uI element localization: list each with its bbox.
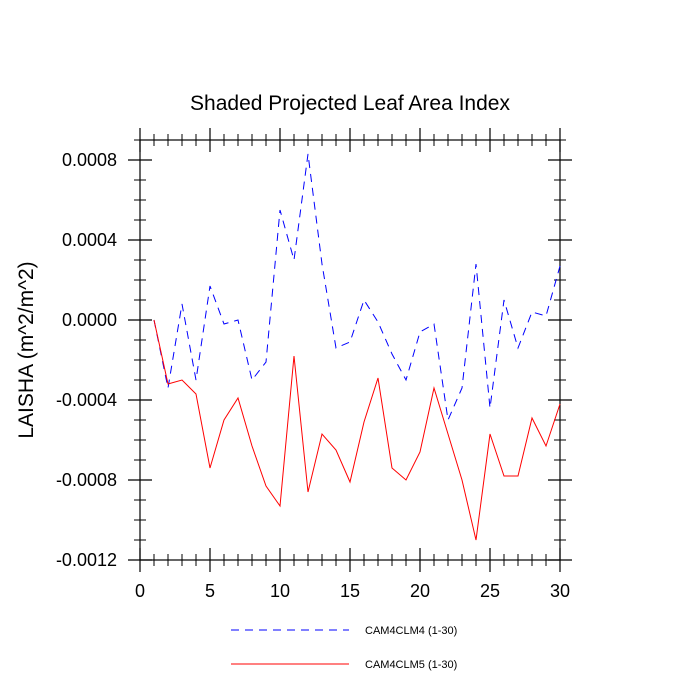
y-tick-label: -0.0008 <box>56 470 117 490</box>
y-axis-label: LAISHA (m^2/m^2) <box>15 261 38 438</box>
x-tick-label: 20 <box>410 581 430 601</box>
y-tick-label: -0.0004 <box>56 390 117 410</box>
legend: CAM4CLM4 (1-30) CAM4CLM5 (1-30) <box>231 625 457 671</box>
y-tick-label: -0.0012 <box>56 550 117 570</box>
x-tick-label: 0 <box>135 581 145 601</box>
x-tick-label: 15 <box>340 581 360 601</box>
series-lines <box>153 153 561 541</box>
series-line-2 <box>153 319 561 541</box>
x-tick-label: 30 <box>550 581 570 601</box>
legend-label-2: CAM4CLM5 (1-30) <box>365 659 457 671</box>
plot-frame <box>139 139 561 561</box>
x-tick-label: 25 <box>480 581 500 601</box>
tick-labels: 0 5 10 15 20 25 30 -0.0012 -0.0008 -0.0004 0.0000 0… <box>56 150 570 601</box>
x-tick-label: 10 <box>270 581 290 601</box>
legend-label-1: CAM4CLM4 (1-30) <box>365 625 457 637</box>
tick-marks <box>128 128 572 572</box>
y-tick-label: 0.0004 <box>62 230 117 250</box>
x-tick-label: 5 <box>205 581 215 601</box>
series-line-1 <box>153 153 561 422</box>
y-tick-label: 0.0008 <box>62 150 117 170</box>
y-tick-label: 0.0000 <box>62 310 117 330</box>
chart-title: Shaded Projected Leaf Area Index <box>190 92 510 115</box>
